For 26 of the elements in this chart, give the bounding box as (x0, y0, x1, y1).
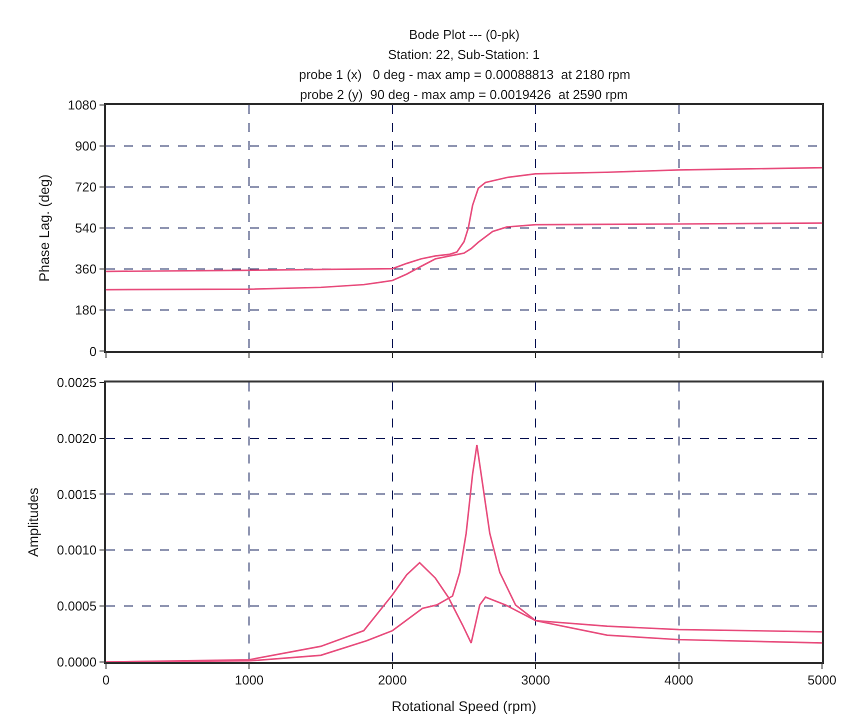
y-axis-title: Phase Lag. (deg) (36, 174, 52, 282)
x-tick-label: 4000 (664, 672, 694, 688)
y-tick-label: 900 (74, 138, 97, 154)
text: probe 1 (x) 0 deg - max amp = 0.00088813 at 2180 rpm (299, 67, 630, 82)
y-tick-label: 0.0000 (56, 654, 97, 670)
y-tick-label: 0.0010 (56, 542, 97, 558)
y-tick-label: 0.0005 (56, 598, 97, 614)
x-tick-label: 1000 (234, 672, 264, 688)
x-tick-label: 5000 (808, 672, 836, 688)
x-tick-label: 2000 (378, 672, 407, 688)
y-tick-label: 0 (89, 344, 97, 359)
y-tick-label: 180 (74, 302, 97, 318)
y-tick-label: 0.0025 (56, 374, 97, 390)
y-tick-label: 360 (74, 262, 97, 277)
x-tick-label: 3000 (521, 672, 550, 688)
chart-title: Bode Plot --- (0-pk) (409, 27, 520, 42)
y-tick-label: 1080 (68, 98, 97, 113)
y-tick-label: 0.0015 (56, 486, 97, 502)
y-tick-label: 540 (74, 220, 97, 236)
x-axis-title: Rotational Speed (rpm) (392, 698, 536, 714)
chart-subtitle: Station: 22, Sub-Station: 1 (388, 47, 540, 62)
y-tick-label: 0.0020 (56, 430, 97, 446)
y-axis-title: Amplitudes (24, 488, 41, 557)
x-tick-label: 0 (102, 672, 110, 688)
text: probe 2 (y) 90 deg - max amp = 0.0019426 at 2590 rpm (300, 87, 628, 102)
y-tick-label: 720 (74, 180, 97, 195)
